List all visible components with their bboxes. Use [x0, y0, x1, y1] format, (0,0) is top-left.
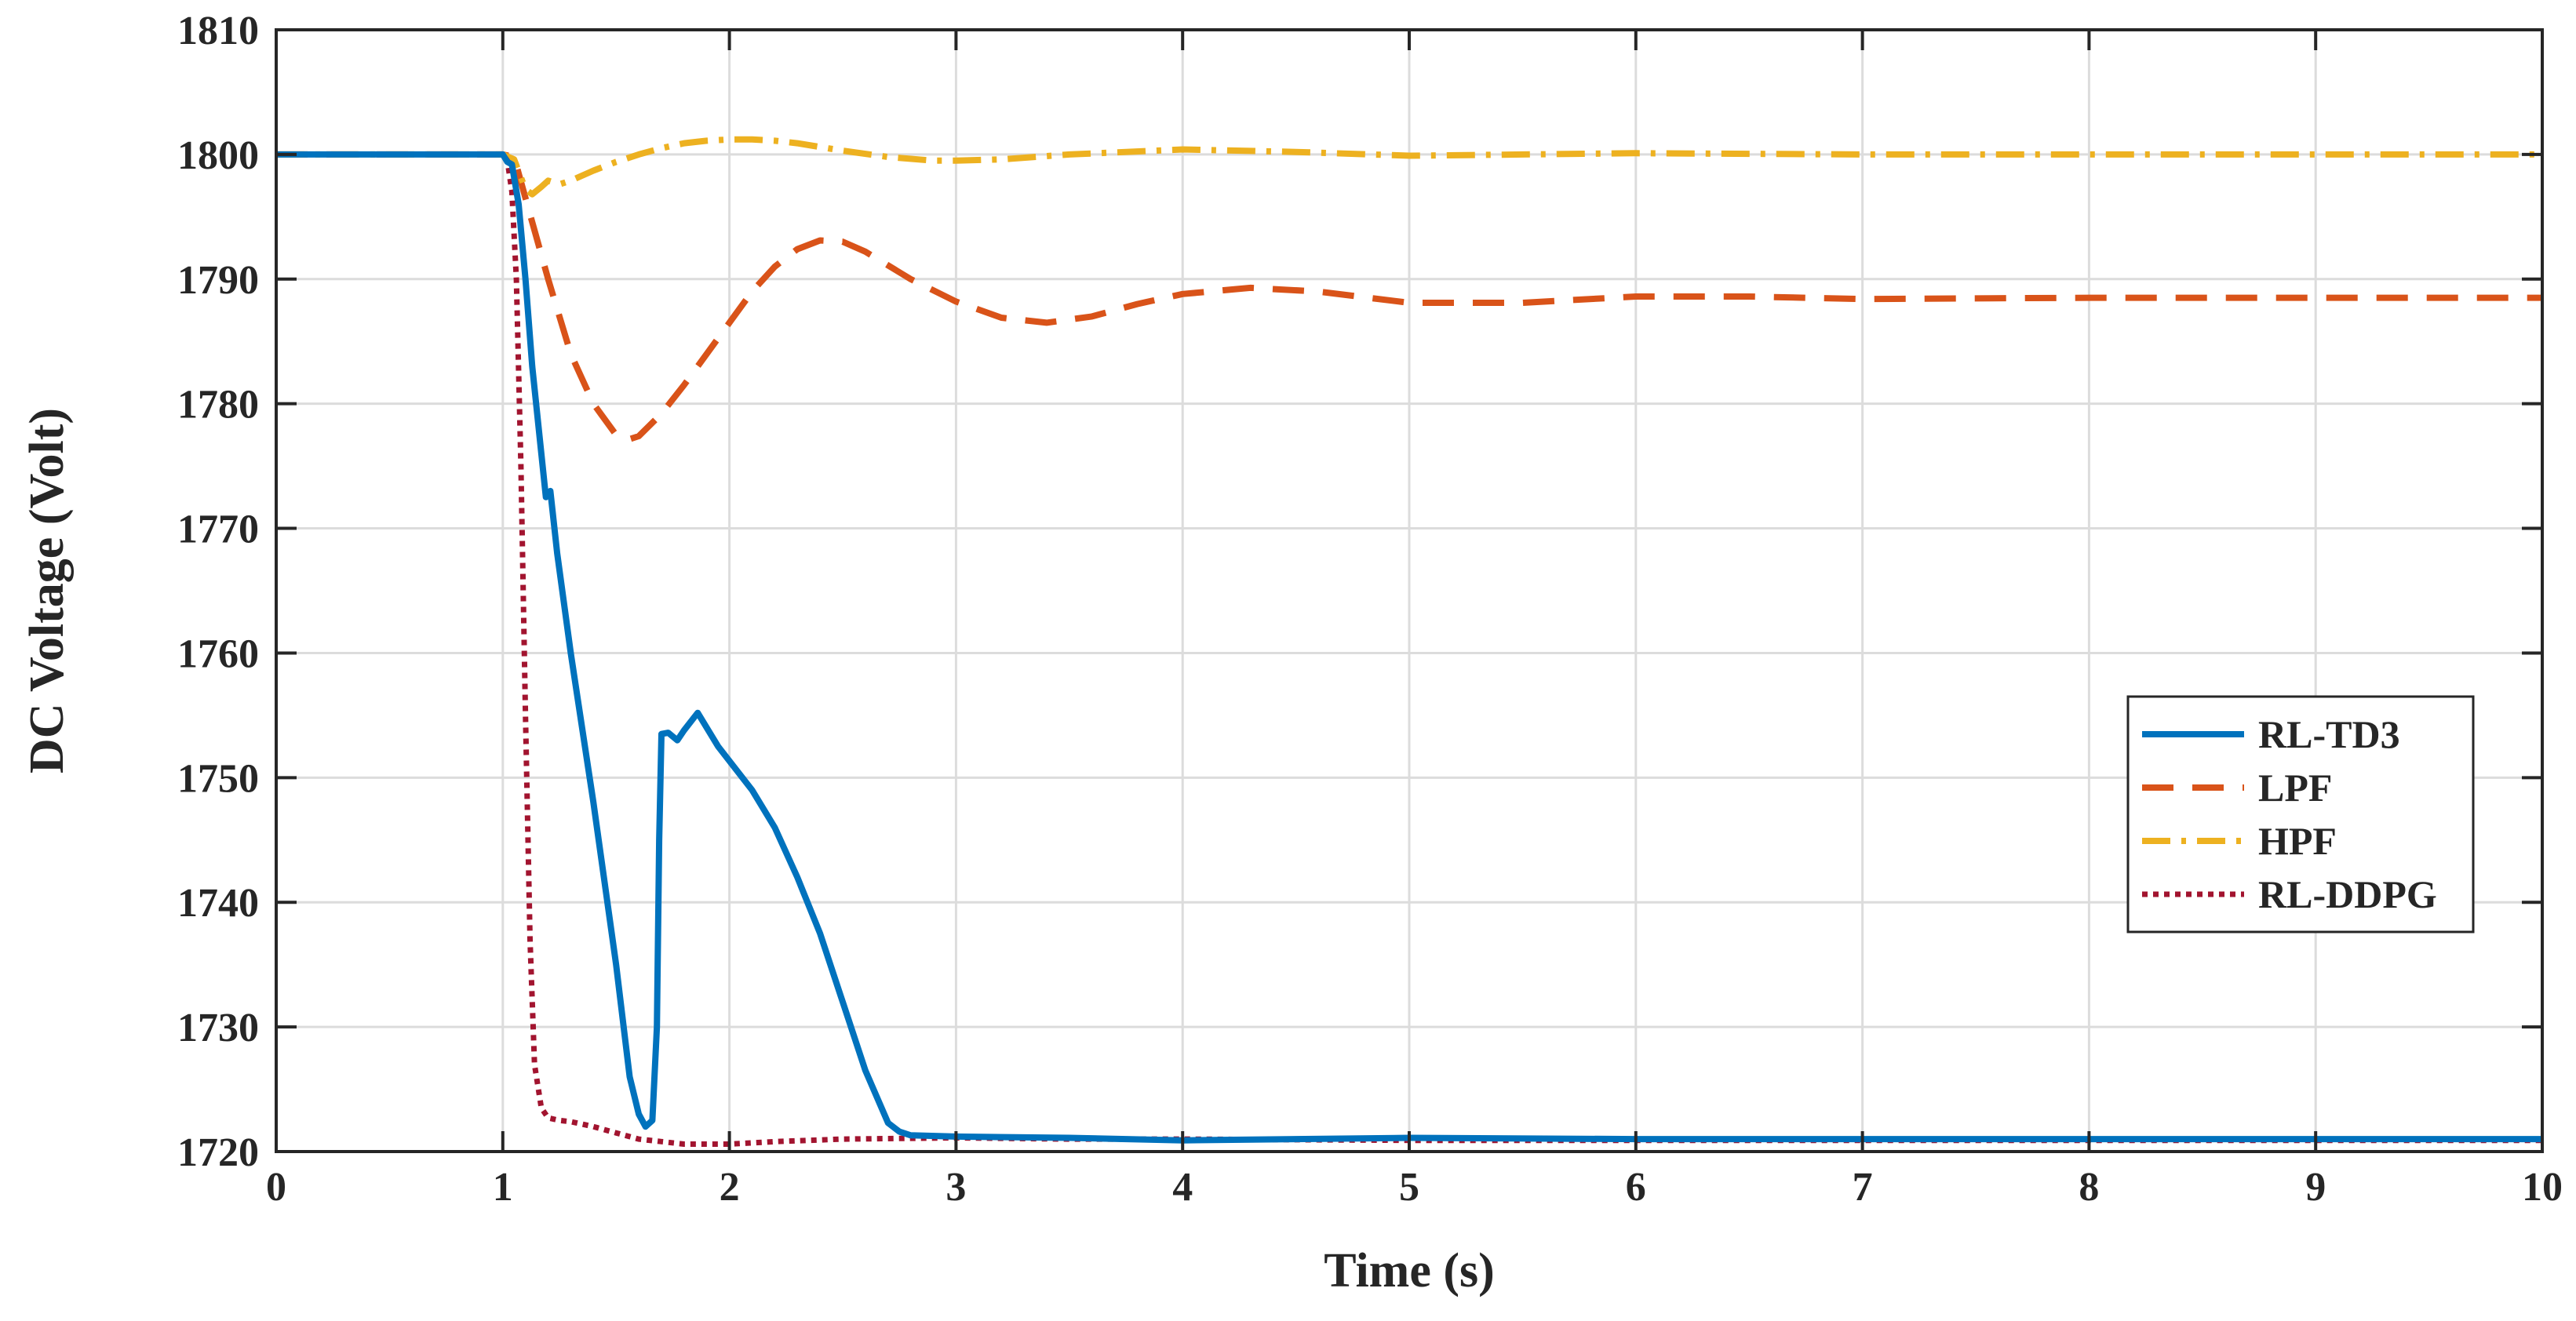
x-tick-label: 4	[1172, 1165, 1193, 1210]
x-tick-label: 3	[946, 1165, 966, 1210]
y-tick-label: 1720	[177, 1130, 259, 1175]
tick-layer	[275, 28, 2544, 1153]
x-tick-label: 1	[493, 1165, 513, 1210]
tick-label-layer: 0 1 2 3 4 5 6 7 8 9 10 1720 1730 1740 1750 1760 1770 1780…	[177, 9, 2563, 1210]
x-tick-label: 10	[2522, 1165, 2563, 1210]
x-tick-label: 2	[720, 1165, 740, 1210]
x-tick-label: 9	[2305, 1165, 2326, 1210]
series-line-lpf	[276, 151, 2542, 443]
x-axis-label: Time (s)	[1324, 1244, 1495, 1297]
legend-label: HPF	[2258, 819, 2337, 863]
y-tick-label: 1780	[177, 383, 259, 428]
legend-entries: RL-TD3 LPF HPF RL-DDPG	[2142, 712, 2437, 916]
y-tick-label: 1800	[177, 133, 259, 178]
y-tick-label: 1790	[177, 258, 259, 303]
x-tick-label: 8	[2079, 1165, 2099, 1210]
y-axis-label: DC Voltage (Volt)	[20, 408, 74, 773]
x-tick-label: 6	[1626, 1165, 1646, 1210]
x-tick-label: 0	[266, 1165, 286, 1210]
y-tick-label: 1750	[177, 756, 259, 801]
y-tick-label: 1770	[177, 508, 259, 552]
x-tick-label: 7	[1853, 1165, 1873, 1210]
y-tick-label: 1760	[177, 631, 259, 676]
legend: RL-TD3 LPF HPF RL-DDPG	[2126, 695, 2475, 933]
x-tick-label: 5	[1399, 1165, 1419, 1210]
legend-label: RL-TD3	[2258, 712, 2400, 756]
legend-label: RL-DDPG	[2258, 872, 2437, 916]
series-line-rl-td3	[276, 151, 2542, 1144]
series-line-hpf	[276, 136, 2542, 198]
y-tick-label: 1730	[177, 1006, 259, 1050]
y-tick-label: 1740	[177, 881, 259, 926]
y-tick-label: 1810	[177, 9, 259, 53]
legend-label: LPF	[2258, 766, 2332, 810]
